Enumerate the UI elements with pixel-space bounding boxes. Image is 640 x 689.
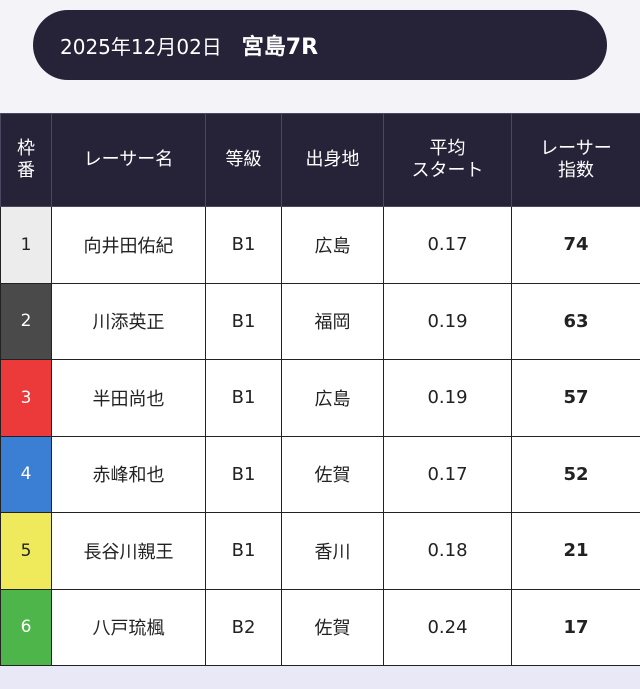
waku-cell: 2: [0, 282, 52, 360]
header-racer-index: レーサー 指数: [511, 113, 640, 207]
racer-rows: 1 向井田佑紀 B1 広島 0.17 74 2 川添英正 B1 福岡 0.19 63 3 半田尚也 B1 広島…: [0, 206, 640, 666]
header-avg-line1: 平均: [429, 138, 466, 159]
waku-cell: 5: [0, 512, 52, 590]
grade-cell: B1: [205, 359, 282, 437]
racer-index-cell: 57: [511, 359, 640, 437]
racer-index-cell: 74: [511, 206, 640, 284]
avg-start-cell: 0.17: [383, 435, 512, 513]
header-idx-line1: レーサー: [540, 138, 612, 159]
origin-cell: 佐賀: [281, 435, 384, 513]
race-header: 2025年12月02日 宮島7R: [33, 10, 607, 80]
header-grade: 等級: [205, 113, 282, 207]
racer-name-cell: 長谷川親王: [51, 512, 206, 590]
racer-index-cell: 21: [511, 512, 640, 590]
header-waku-line1: 枠: [17, 138, 35, 159]
avg-start-cell: 0.24: [383, 588, 512, 666]
table-header-row: 枠 番 レーサー名 等級 出身地 平均 スタート レーサー 指数: [0, 113, 640, 207]
header-origin: 出身地: [281, 113, 384, 207]
avg-start-cell: 0.19: [383, 282, 512, 360]
table-row: 5 長谷川親王 B1 香川 0.18 21: [0, 512, 640, 590]
racer-name-cell: 八戸琉楓: [51, 588, 206, 666]
table-row: 4 赤峰和也 B1 佐賀 0.17 52: [0, 435, 640, 513]
bottom-strip: [0, 666, 640, 689]
race-title: 宮島7R: [241, 35, 319, 60]
header-waku-line2: 番: [17, 160, 35, 181]
origin-cell: 広島: [281, 359, 384, 437]
grade-cell: B1: [205, 282, 282, 360]
header-avg-line2: スタート: [411, 160, 484, 181]
waku-cell: 1: [0, 206, 52, 284]
origin-cell: 香川: [281, 512, 384, 590]
header-name: レーサー名: [51, 113, 206, 207]
racer-name-cell: 赤峰和也: [51, 435, 206, 513]
avg-start-cell: 0.17: [383, 206, 512, 284]
header-waku: 枠 番: [0, 113, 52, 207]
table-row: 3 半田尚也 B1 広島 0.19 57: [0, 359, 640, 437]
origin-cell: 広島: [281, 206, 384, 284]
header-avg-start: 平均 スタート: [383, 113, 512, 207]
racer-name-cell: 半田尚也: [51, 359, 206, 437]
racer-index-cell: 52: [511, 435, 640, 513]
waku-cell: 4: [0, 435, 52, 513]
avg-start-cell: 0.18: [383, 512, 512, 590]
racer-index-cell: 17: [511, 588, 640, 666]
waku-cell: 6: [0, 588, 52, 666]
origin-cell: 佐賀: [281, 588, 384, 666]
racer-index-cell: 63: [511, 282, 640, 360]
waku-cell: 3: [0, 359, 52, 437]
grade-cell: B2: [205, 588, 282, 666]
avg-start-cell: 0.19: [383, 359, 512, 437]
table-row: 2 川添英正 B1 福岡 0.19 63: [0, 282, 640, 360]
table-row: 1 向井田佑紀 B1 広島 0.17 74: [0, 206, 640, 284]
racer-table: 枠 番 レーサー名 等級 出身地 平均 スタート レーサー 指数 1 向井田佑紀 B…: [0, 113, 640, 666]
grade-cell: B1: [205, 206, 282, 284]
race-date: 2025年12月02日: [60, 34, 222, 59]
grade-cell: B1: [205, 435, 282, 513]
racer-name-cell: 向井田佑紀: [51, 206, 206, 284]
header-idx-line2: 指数: [558, 160, 594, 181]
racer-name-cell: 川添英正: [51, 282, 206, 360]
grade-cell: B1: [205, 512, 282, 590]
origin-cell: 福岡: [281, 282, 384, 360]
table-row: 6 八戸琉楓 B2 佐賀 0.24 17: [0, 588, 640, 666]
